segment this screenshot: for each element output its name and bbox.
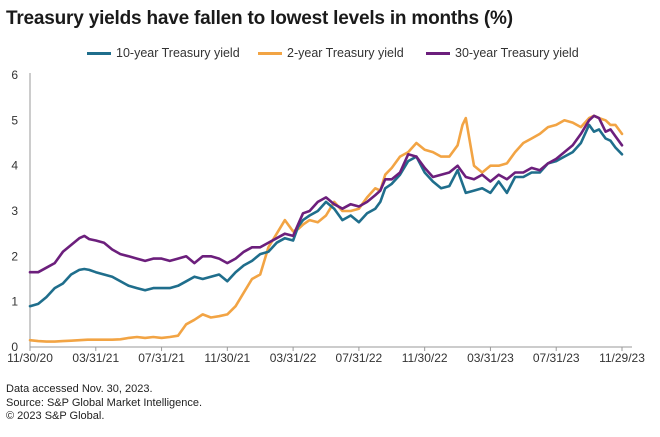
series-line-30-year xyxy=(28,114,624,274)
chart-legend: 10-year Treasury yield 2-year Treasury y… xyxy=(0,46,660,62)
y-tick-label: 5 xyxy=(11,113,18,127)
x-tick-label: 11/29/23 xyxy=(599,351,645,365)
series-lines xyxy=(28,114,624,343)
legend-label-10-year: 10-year Treasury yield xyxy=(116,46,240,60)
x-tick-label: 07/31/21 xyxy=(138,351,185,365)
chart-title: Treasury yields have fallen to lowest le… xyxy=(6,8,513,29)
legend-swatch-30-year xyxy=(426,51,450,55)
series-line-2-year xyxy=(28,114,624,343)
legend-item-10-year: 10-year Treasury yield xyxy=(87,46,240,60)
y-tick-label: 4 xyxy=(11,159,18,173)
legend-item-30-year: 30-year Treasury yield xyxy=(426,46,579,60)
y-axis-ticks: 0 1 2 3 4 5 6 xyxy=(11,68,18,354)
legend-label-30-year: 30-year Treasury yield xyxy=(455,46,579,60)
note-copyright: © 2023 S&P Global. xyxy=(6,410,105,422)
series-line-10-year xyxy=(28,123,624,308)
x-tick-label: 07/31/22 xyxy=(336,351,383,365)
y-tick-label: 6 xyxy=(11,68,18,82)
y-tick-label: 0 xyxy=(11,340,18,354)
y-tick-label: 2 xyxy=(11,249,18,263)
x-tick-label: 07/31/23 xyxy=(533,351,580,365)
x-tick-label: 11/30/22 xyxy=(402,351,448,365)
chart-notes: Data accessed Nov. 30, 2023. Source: S&P… xyxy=(6,383,202,424)
y-tick-label: 1 xyxy=(11,295,18,309)
legend-swatch-10-year xyxy=(87,51,111,55)
x-tick-label: 03/31/23 xyxy=(467,351,514,365)
x-tick-label: 11/30/20 xyxy=(7,351,53,365)
legend-swatch-2-year xyxy=(258,51,282,55)
legend-item-2-year: 2-year Treasury yield xyxy=(258,46,404,60)
note-source: Source: S&P Global Market Intelligence. xyxy=(6,396,203,409)
x-tick-label: 03/31/22 xyxy=(270,351,317,365)
legend-label-2-year: 2-year Treasury yield xyxy=(287,46,404,60)
note-data-accessed: Data accessed Nov. 30, 2023. xyxy=(6,383,153,395)
x-tick-label: 03/31/21 xyxy=(72,351,119,365)
x-tick-label: 11/30/21 xyxy=(204,351,250,365)
y-tick-label: 3 xyxy=(11,204,18,218)
x-axis-ticks: 11/30/20 03/31/21 07/31/21 11/30/21 03/31/22… xyxy=(7,347,645,365)
